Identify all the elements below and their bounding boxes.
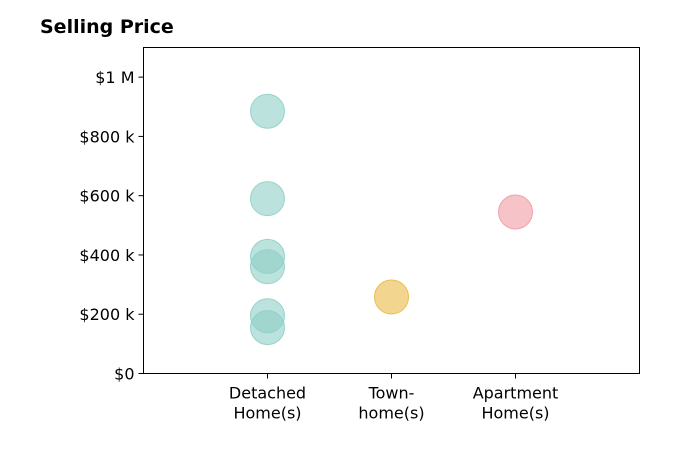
y-tick-label: $600 k [79,187,135,206]
y-tick-label: $400 k [79,246,135,265]
x-tick-label-line: home(s) [358,404,424,423]
data-point [250,310,285,346]
plot-frame [143,47,640,374]
y-tick-label: $0 [114,365,134,384]
y-tick-label: $200 k [79,305,135,324]
y-axis: $0 $200 k $400 k $600 k $800 k $1 M [79,68,144,384]
data-points [250,93,533,346]
data-point [498,194,533,230]
y-tick-label: $1 M [95,68,134,87]
x-tick-label-line: Town- [368,384,415,403]
x-tick-label-line: Home(s) [233,404,301,423]
x-tick-label-line: Detached [229,384,306,403]
data-point [250,249,285,285]
data-point [374,279,409,315]
data-point [250,93,285,129]
y-tick-label: $800 k [79,127,135,146]
x-tick-label-line: Apartment [473,384,559,403]
x-axis: Detached Home(s)Town-home(s)Apartment Home… [229,373,559,423]
data-point [250,181,285,217]
chart-title: Selling Price [40,16,174,38]
x-tick-label: Apartment Home(s) [473,384,559,423]
x-tick-label: Detached Home(s) [229,384,306,423]
x-tick-label-line: Home(s) [481,404,549,423]
x-tick-label: Town-home(s) [358,384,424,423]
